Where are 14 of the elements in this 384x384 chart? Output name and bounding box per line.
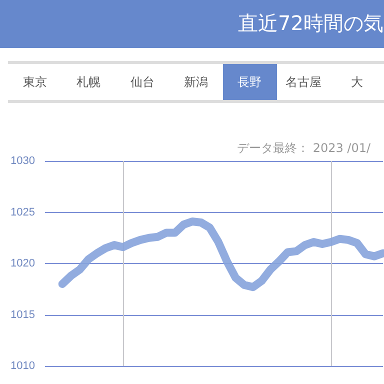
text: データ最終： 2023 /01/ <box>237 140 371 157</box>
text: 長野 <box>222 64 277 100</box>
text: 札幌 <box>76 74 102 91</box>
y-tick-label: 1015 <box>10 308 35 321</box>
y-tick-label: 1025 <box>10 206 35 218</box>
y-tick-label: 1020 <box>10 258 35 270</box>
y-tick-label: 1030 <box>10 155 35 167</box>
text: 大 <box>350 74 364 91</box>
chart-title: 直近72時間の気 <box>238 10 384 37</box>
text: 名古屋 <box>284 74 322 91</box>
text: 仙台 <box>129 74 156 91</box>
text: 東京 <box>22 74 48 91</box>
text: 新潟 <box>183 74 210 91</box>
y-tick-label: 1010 <box>10 360 35 372</box>
